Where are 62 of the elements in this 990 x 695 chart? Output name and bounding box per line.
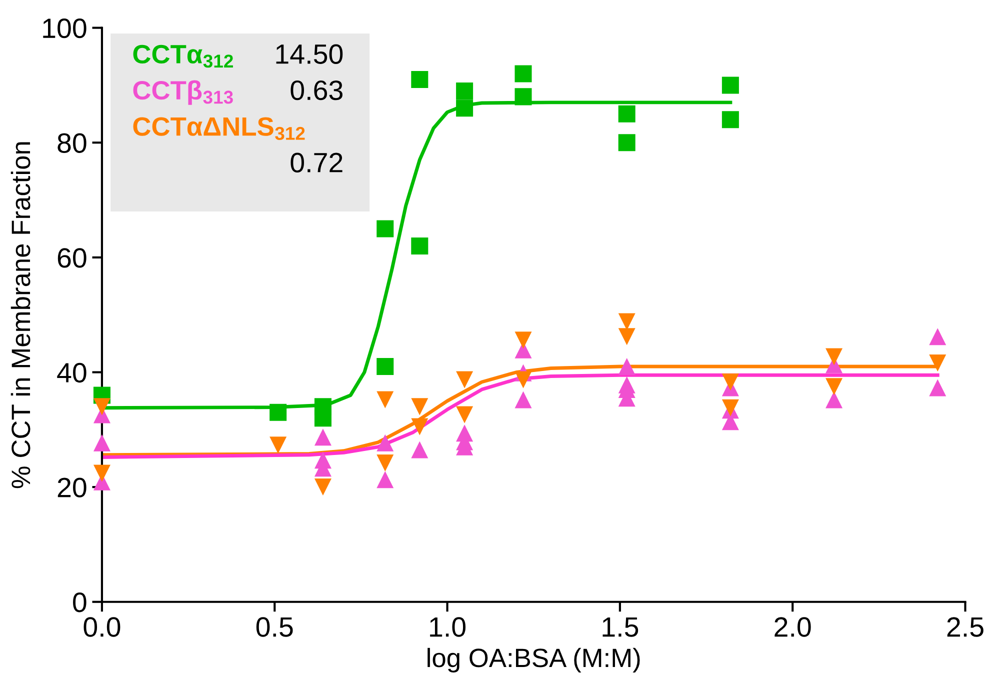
annotation: 0.63 — [290, 80, 342, 100]
point — [929, 354, 946, 372]
point — [411, 441, 428, 458]
point — [93, 464, 110, 482]
point — [618, 313, 636, 330]
point — [376, 391, 394, 408]
point — [514, 88, 532, 106]
point — [722, 76, 739, 94]
y-axis-title: % CCT in Membrane Fraction — [10, 142, 30, 488]
y-tick-label: 0 — [73, 592, 86, 612]
point — [929, 328, 946, 346]
point — [722, 373, 739, 391]
point — [618, 328, 636, 346]
x-tick-label: 2.0 — [774, 617, 811, 637]
point — [618, 358, 636, 376]
x-tick-label: 2.5 — [947, 617, 984, 637]
point — [376, 471, 394, 488]
x-tick-label: 1.5 — [602, 617, 638, 637]
point — [314, 410, 332, 427]
point — [270, 404, 287, 421]
point — [376, 454, 394, 472]
annotation: 0.72 — [290, 152, 342, 172]
point — [514, 371, 532, 388]
x-tick-label: 1.0 — [430, 617, 466, 637]
point — [514, 65, 532, 82]
y-tick-label: 60 — [58, 248, 86, 268]
y-tick-label: 40 — [57, 362, 86, 383]
text: CCTβ$_{313}$ — [133, 80, 233, 105]
y-tick-label: 20 — [58, 478, 86, 498]
point — [411, 398, 428, 416]
x-tick-label: 0.0 — [84, 617, 120, 637]
point — [456, 82, 474, 100]
point — [411, 418, 428, 436]
point — [514, 391, 532, 408]
point — [270, 436, 287, 454]
x-axis-title: log OA:BSA (M:M) — [428, 648, 640, 672]
text: CCTα$_{312}$ — [133, 44, 233, 68]
point — [376, 220, 394, 238]
point — [411, 70, 428, 88]
point — [618, 105, 636, 122]
point — [376, 434, 394, 452]
y-tick-label: 100 — [43, 18, 86, 38]
point — [456, 100, 474, 117]
point — [376, 358, 394, 376]
x-tick-label: 0.5 — [256, 617, 293, 637]
text: CCTαΔNLS$_{312}$ — [133, 117, 305, 140]
y-tick-label: 80 — [58, 133, 86, 153]
point — [826, 348, 843, 366]
point — [411, 237, 428, 254]
point — [93, 434, 110, 452]
point — [456, 406, 474, 424]
point — [514, 332, 532, 349]
point — [618, 134, 636, 152]
point — [314, 428, 332, 446]
point — [826, 391, 843, 408]
annotation: 14.50 — [276, 44, 343, 64]
point — [93, 398, 110, 416]
point — [314, 478, 332, 496]
point — [456, 371, 474, 388]
point — [722, 111, 739, 128]
point — [826, 378, 843, 396]
point — [929, 379, 946, 396]
